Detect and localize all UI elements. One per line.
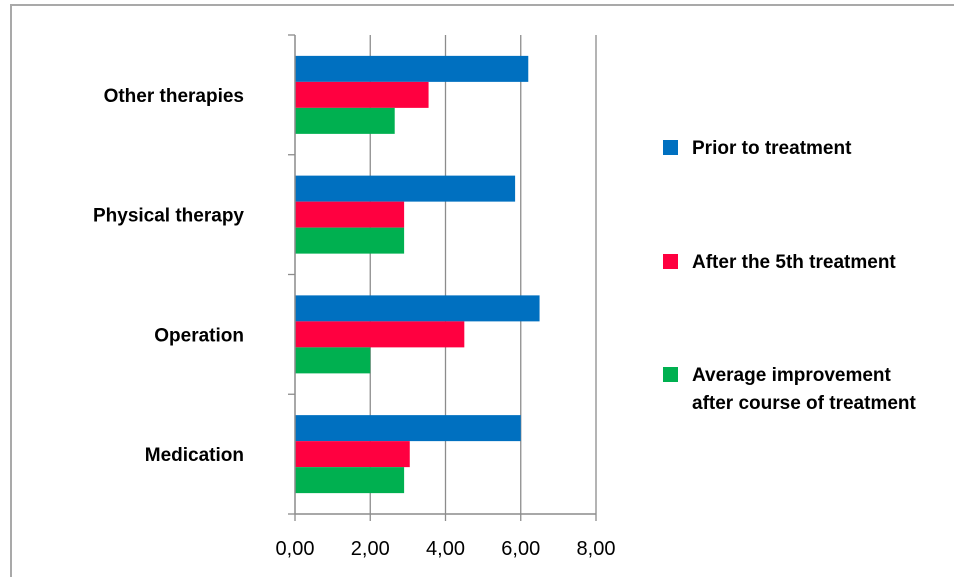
bar-physical-therapy-after-the-5th-treatment	[295, 201, 405, 228]
bar-operation-after-the-5th-treatment	[295, 321, 465, 348]
legend-line: After the 5th treatment	[692, 252, 896, 273]
bars	[295, 55, 540, 494]
legend-swatch-average-improvement-after-course-of-treatment	[663, 367, 678, 382]
bar-medication-prior-to-treatment	[295, 415, 521, 442]
legend-line: Average improvement	[692, 365, 892, 386]
legend-swatch-after-the-5th-treatment	[663, 254, 678, 269]
legend-line: after course of treatment	[692, 393, 917, 414]
legend-label-prior-to-treatment: Prior to treatment	[692, 138, 852, 159]
legend: Prior to treatment After the 5th treatmen…	[663, 138, 917, 414]
x-tick-label: 4,00	[426, 538, 465, 560]
bar-physical-therapy-prior-to-treatment	[295, 175, 516, 202]
labels: 0,00 2,00 4,00 6,00 8,00 Other therapies Physi…	[93, 86, 616, 560]
legend-label-after-the-5th-treatment: After the 5th treatment	[692, 252, 896, 273]
legend-line: Prior to treatment	[692, 138, 852, 159]
bar-operation-average-improvement-after-course-of-treatment	[295, 347, 371, 374]
x-tick-label: 8,00	[577, 538, 616, 560]
category-label-other-therapies: Other therapies	[104, 86, 244, 107]
category-label-operation: Operation	[154, 325, 244, 346]
bar-operation-prior-to-treatment	[295, 295, 540, 322]
chart-frame	[10, 4, 954, 577]
category-label-medication: Medication	[145, 445, 244, 466]
category-label-physical-therapy: Physical therapy	[93, 206, 244, 227]
x-tick-label: 0,00	[276, 538, 315, 560]
bar-medication-average-improvement-after-course-of-treatment	[295, 467, 405, 494]
bar-other-therapies-after-the-5th-treatment	[295, 81, 429, 108]
bar-other-therapies-prior-to-treatment	[295, 55, 529, 82]
legend-swatch-prior-to-treatment	[663, 140, 678, 155]
bar-medication-after-the-5th-treatment	[295, 441, 410, 468]
x-tick-label: 6,00	[501, 538, 540, 560]
axes	[288, 34, 597, 521]
bar-physical-therapy-average-improvement-after-course-of-treatment	[295, 227, 405, 254]
x-tick-label: 2,00	[351, 538, 390, 560]
legend-label-average-improvement-after-course-of-treatment: Average improvement after course of treat…	[692, 365, 917, 414]
bar-other-therapies-average-improvement-after-course-of-treatment	[295, 107, 395, 134]
